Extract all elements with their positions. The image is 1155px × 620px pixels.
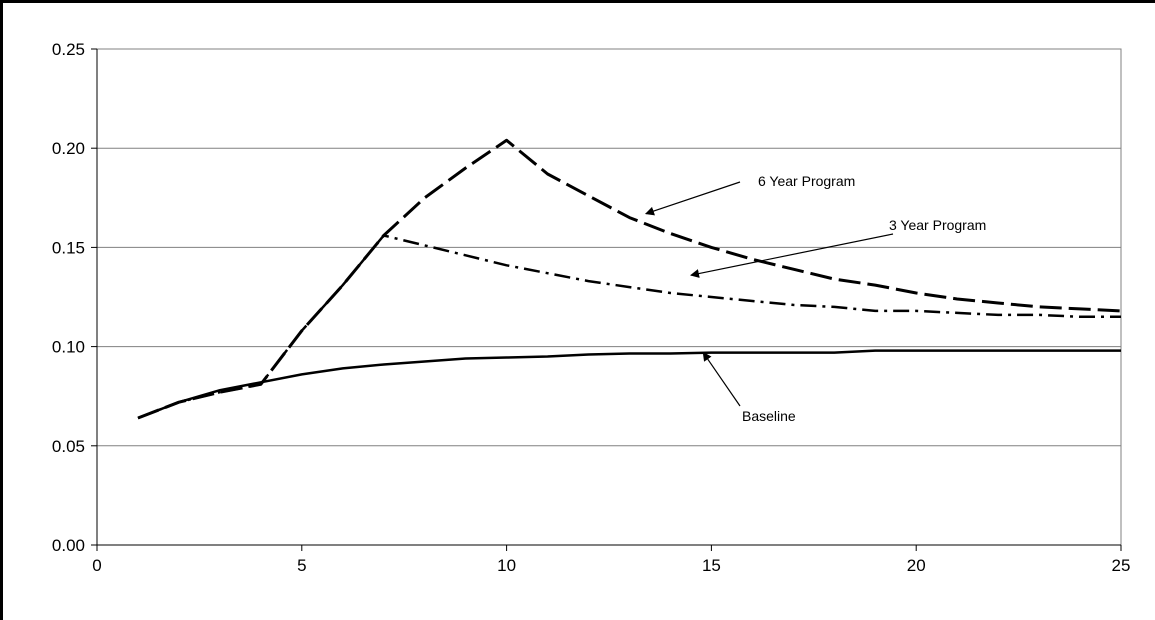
x-tick-label: 15 — [702, 556, 721, 575]
annotation-arrow-baseline — [702, 351, 741, 407]
annotation-label-baseline: Baseline — [742, 408, 796, 424]
x-tick-label: 0 — [92, 556, 101, 575]
series-line-3-year-program — [137, 234, 1121, 420]
y-tick-label: 0.15 — [52, 238, 85, 257]
axes: 0.00 0.05 0.10 0.15 0.20 0.25 0 5 10 15 20 25 — [52, 40, 1131, 575]
annotation-arrow-3-year-program — [690, 233, 894, 278]
gridlines — [96, 48, 1122, 546]
x-tick-label: 20 — [907, 556, 926, 575]
y-tick-label: 0.00 — [52, 536, 85, 555]
annotation-label-6-year-program: 6 Year Program — [758, 173, 855, 189]
x-tick-label: 5 — [297, 556, 306, 575]
series-line-baseline — [137, 349, 1121, 420]
y-tick-label: 0.20 — [52, 139, 85, 158]
annotation-arrow-6-year-program — [645, 181, 741, 216]
x-tick-label: 10 — [497, 556, 516, 575]
series-line-6-year-program — [137, 138, 1122, 420]
y-tick-label: 0.10 — [52, 338, 85, 357]
y-tick-label: 0.25 — [52, 40, 85, 59]
annotations: 6 Year Program 3 Year Program Baseline — [645, 173, 986, 424]
y-tick-label: 0.05 — [52, 437, 85, 456]
plot-area — [96, 48, 1122, 546]
series-lines — [137, 138, 1122, 420]
x-tick-label: 25 — [1112, 556, 1131, 575]
annotation-label-3-year-program: 3 Year Program — [889, 217, 986, 233]
